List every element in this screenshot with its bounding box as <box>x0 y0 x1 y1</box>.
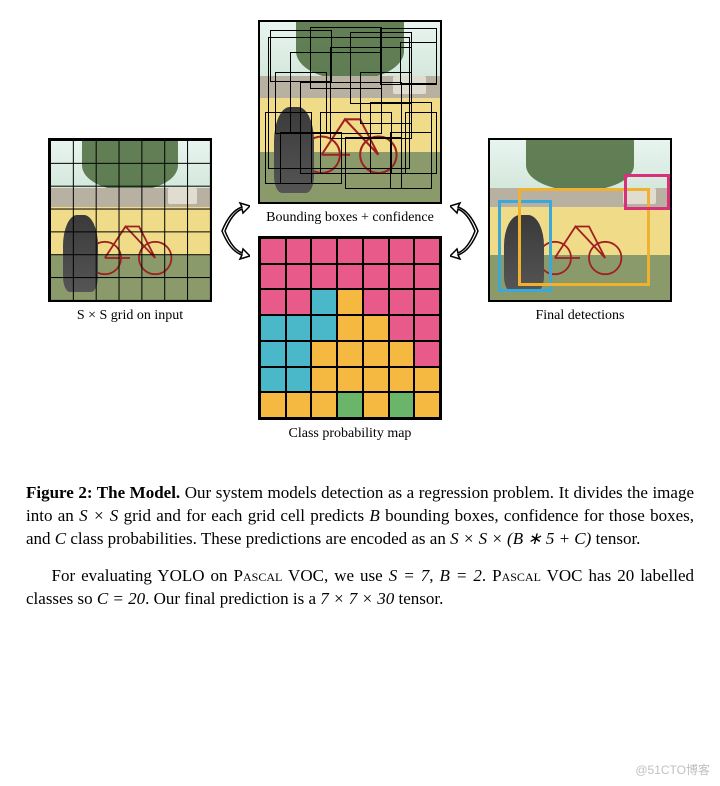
prob-cell <box>337 238 363 264</box>
prob-cell <box>414 289 440 315</box>
eval-mC: C = 20 <box>97 589 145 608</box>
eval-pascal: Pascal <box>234 566 283 585</box>
prob-cell <box>337 392 363 418</box>
panel1-caption: S × S grid on input <box>77 308 183 324</box>
prob-cell <box>260 264 286 290</box>
prob-cell <box>389 392 415 418</box>
prob-cell <box>337 315 363 341</box>
eval-2c: tensor. <box>399 589 444 608</box>
prob-cell <box>363 341 389 367</box>
prob-cell <box>260 238 286 264</box>
prob-cell <box>286 264 312 290</box>
panel-detections: Final detections <box>488 138 672 324</box>
panel-prob-map: Class probability map <box>258 236 442 442</box>
prob-cell <box>414 315 440 341</box>
prob-cell <box>311 367 337 393</box>
figure-caption-text: Figure 2: The Model. Our system models d… <box>26 482 694 611</box>
prob-cell <box>260 392 286 418</box>
eval-mS: S = 7 <box>389 566 430 585</box>
probability-grid <box>258 236 442 420</box>
prob-cell <box>389 341 415 367</box>
prob-cell <box>337 341 363 367</box>
cap-m1: S × S <box>79 506 118 525</box>
cap-mB: B <box>369 506 379 525</box>
eval-pascal2: Pascal <box>492 566 541 585</box>
prob-cell <box>286 315 312 341</box>
eval-mB: B = 2 <box>439 566 481 585</box>
watermark: @51CTO博客 <box>635 761 710 778</box>
prob-cell <box>260 289 286 315</box>
cap-b2: grid and for each grid cell predicts <box>124 506 365 525</box>
detection-car <box>624 174 670 210</box>
arrow-merge <box>450 201 480 261</box>
prob-cell <box>414 367 440 393</box>
arrow-split <box>220 201 250 261</box>
prob-cell <box>260 315 286 341</box>
panel-grid-input: S × S grid on input <box>48 138 212 324</box>
prob-cell <box>260 367 286 393</box>
panel2-caption: Bounding boxes + confidence <box>266 210 434 226</box>
eval-comma: , <box>429 566 433 585</box>
prob-cell <box>414 264 440 290</box>
prob-cell <box>311 341 337 367</box>
prob-cell <box>363 315 389 341</box>
prob-cell <box>337 289 363 315</box>
prob-cell <box>286 341 312 367</box>
prob-cell <box>286 367 312 393</box>
cap-m2: S × S × (B ∗ 5 + C) <box>450 529 591 548</box>
prob-cell <box>414 238 440 264</box>
prob-cell <box>414 341 440 367</box>
candidate-bbox <box>400 42 437 84</box>
candidate-bbox <box>405 112 437 174</box>
prob-cell <box>389 264 415 290</box>
cap-b4: class probabilities. These predictions a… <box>70 529 445 548</box>
prob-cell <box>311 315 337 341</box>
eval-tensor: 7 × 7 × 30 <box>320 589 394 608</box>
fig-title: The Model. <box>97 483 180 502</box>
fig-label: Figure 2: <box>26 483 93 502</box>
prob-cell <box>311 264 337 290</box>
bbox-image <box>258 20 442 204</box>
prob-cell <box>363 367 389 393</box>
middle-column: Bounding boxes + confidence Class probab… <box>258 20 442 442</box>
prob-cell <box>286 392 312 418</box>
prob-cell <box>414 392 440 418</box>
prob-cell <box>337 264 363 290</box>
figure-diagram: S × S grid on input Bounding boxes + con… <box>20 20 700 442</box>
eval-2b: . Our final prediction is a <box>145 589 316 608</box>
prob-cell <box>337 367 363 393</box>
prob-cell <box>311 289 337 315</box>
detection-image <box>488 138 672 302</box>
prob-cell <box>389 238 415 264</box>
cap-b5: tensor. <box>596 529 641 548</box>
prob-cell <box>286 289 312 315</box>
prob-cell <box>389 315 415 341</box>
panel3-caption: Class probability map <box>289 426 412 442</box>
prob-cell <box>363 392 389 418</box>
cap-mC: C <box>55 529 66 548</box>
eval-1a: For evaluating YOLO on <box>52 566 228 585</box>
prob-cell <box>260 341 286 367</box>
panel-bboxes: Bounding boxes + confidence <box>258 20 442 226</box>
prob-cell <box>389 289 415 315</box>
eval-voc: VOC, we use <box>288 566 383 585</box>
prob-cell <box>363 289 389 315</box>
prob-cell <box>311 238 337 264</box>
prob-cell <box>363 264 389 290</box>
prob-cell <box>389 367 415 393</box>
eval-dot: . <box>482 566 486 585</box>
candidate-bbox <box>268 37 410 169</box>
input-image <box>48 138 212 302</box>
panel4-caption: Final detections <box>535 308 624 324</box>
prob-cell <box>311 392 337 418</box>
prob-cell <box>286 238 312 264</box>
prob-cell <box>363 238 389 264</box>
